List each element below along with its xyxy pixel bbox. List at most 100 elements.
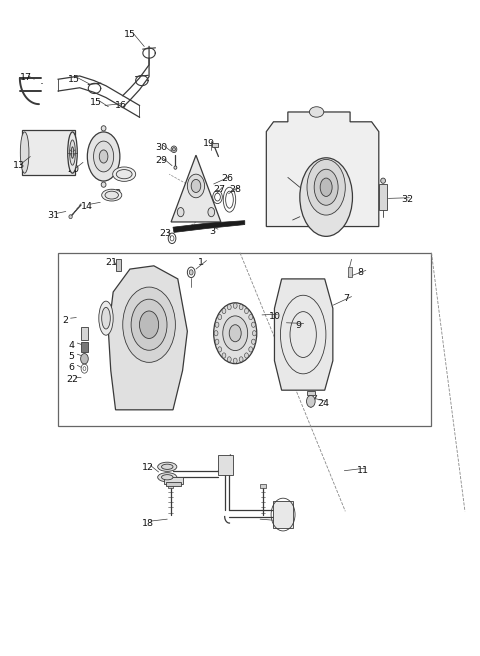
Ellipse shape [20, 132, 29, 173]
Ellipse shape [229, 325, 241, 342]
Ellipse shape [69, 215, 72, 218]
Circle shape [191, 179, 201, 192]
Ellipse shape [244, 353, 248, 358]
Text: 9: 9 [295, 321, 301, 330]
Text: 30: 30 [155, 143, 167, 152]
Polygon shape [275, 279, 333, 390]
Text: 4: 4 [69, 340, 75, 350]
Bar [116, 259, 121, 271]
Text: 15: 15 [124, 30, 136, 39]
Bar [260, 483, 266, 487]
Polygon shape [108, 266, 187, 410]
Ellipse shape [222, 308, 226, 314]
Ellipse shape [157, 462, 177, 472]
Ellipse shape [99, 150, 108, 163]
Text: 22: 22 [67, 375, 79, 384]
Ellipse shape [123, 287, 175, 362]
Ellipse shape [239, 304, 243, 310]
Ellipse shape [218, 314, 222, 319]
Text: 23: 23 [159, 228, 172, 237]
Circle shape [307, 396, 315, 407]
Bar [218, 455, 233, 475]
Text: 8: 8 [357, 268, 363, 277]
Bar [348, 267, 351, 277]
Ellipse shape [252, 339, 255, 344]
Ellipse shape [105, 191, 119, 199]
Ellipse shape [252, 322, 255, 327]
Ellipse shape [99, 301, 113, 335]
Ellipse shape [249, 314, 252, 319]
Ellipse shape [218, 347, 222, 352]
Ellipse shape [214, 331, 218, 336]
Circle shape [189, 270, 193, 275]
Ellipse shape [215, 339, 219, 344]
Ellipse shape [157, 473, 177, 482]
Text: 24: 24 [318, 399, 330, 408]
Text: 7: 7 [343, 294, 349, 303]
Text: 27: 27 [214, 185, 226, 194]
Text: 5: 5 [69, 352, 75, 361]
Text: 32: 32 [401, 195, 413, 204]
Bar [273, 501, 293, 527]
Text: 10: 10 [269, 312, 281, 321]
Text: 19: 19 [203, 139, 215, 148]
Ellipse shape [222, 353, 226, 358]
Ellipse shape [102, 189, 122, 201]
Bar [166, 482, 180, 486]
Bar [81, 327, 88, 340]
Ellipse shape [68, 132, 77, 173]
Bar [307, 391, 315, 396]
Bar [58, 253, 432, 426]
Bar [212, 143, 218, 148]
Ellipse shape [223, 316, 248, 350]
Text: 16: 16 [115, 101, 127, 110]
Ellipse shape [161, 464, 173, 470]
Ellipse shape [94, 141, 114, 172]
Text: 28: 28 [229, 185, 241, 194]
Circle shape [187, 174, 204, 197]
Bar [168, 483, 173, 487]
Ellipse shape [239, 357, 243, 362]
Text: 2: 2 [62, 316, 68, 325]
Bar [81, 342, 88, 352]
Text: 15: 15 [68, 75, 80, 84]
Polygon shape [173, 220, 245, 232]
Ellipse shape [172, 148, 175, 151]
Ellipse shape [314, 169, 338, 205]
Bar [22, 130, 75, 175]
Text: 25: 25 [276, 519, 288, 527]
Text: 15: 15 [90, 98, 102, 107]
Text: 6: 6 [69, 363, 75, 372]
Ellipse shape [116, 170, 132, 178]
Text: 1: 1 [198, 258, 204, 267]
Ellipse shape [381, 178, 385, 183]
Ellipse shape [70, 140, 75, 165]
Ellipse shape [214, 303, 257, 363]
Ellipse shape [140, 311, 158, 338]
Ellipse shape [228, 304, 231, 310]
Ellipse shape [101, 182, 106, 187]
Text: 31: 31 [48, 211, 60, 220]
Text: 11: 11 [357, 466, 369, 474]
Ellipse shape [320, 178, 332, 196]
Polygon shape [171, 155, 221, 222]
Text: 17: 17 [20, 73, 32, 83]
Ellipse shape [307, 159, 345, 215]
Ellipse shape [131, 299, 167, 350]
Circle shape [177, 207, 184, 216]
Text: 18: 18 [142, 519, 154, 527]
Ellipse shape [249, 347, 252, 352]
Ellipse shape [161, 475, 173, 480]
Circle shape [81, 354, 88, 364]
Ellipse shape [252, 331, 256, 336]
Ellipse shape [310, 107, 324, 117]
Text: 12: 12 [142, 463, 154, 472]
Bar [164, 478, 182, 483]
Circle shape [208, 207, 215, 216]
Text: 21: 21 [105, 258, 117, 267]
Ellipse shape [171, 146, 177, 153]
Ellipse shape [244, 308, 248, 314]
Text: 3: 3 [209, 226, 216, 236]
Ellipse shape [215, 322, 219, 327]
Ellipse shape [87, 132, 120, 181]
